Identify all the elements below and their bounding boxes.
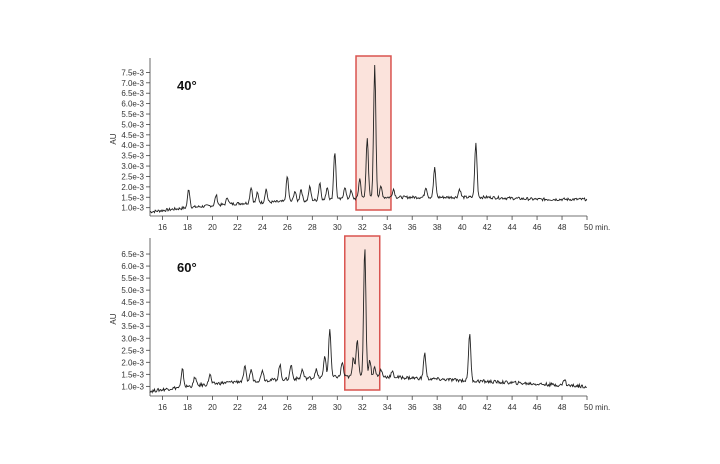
chart-panel-60: 1.0e-3 1.5e-3 2.0e-3 2.5e-3 3.0e-3 3.5e-3 4.0e… <box>109 235 610 412</box>
y-axis-title: AU <box>109 313 118 324</box>
y-tick-label: 6.5e-3 <box>121 89 144 98</box>
x-tick-label: 26 <box>283 403 292 412</box>
x-tick-label: 16 <box>158 403 167 412</box>
x-tick-label: 22 <box>233 403 242 412</box>
x-tick-label: 42 <box>483 403 492 412</box>
y-tick-label: 1.0e-3 <box>121 204 144 213</box>
y-axis-title: AU <box>109 133 118 144</box>
x-tick-label: 38 <box>433 223 442 232</box>
x-tick-label: 48 <box>558 403 567 412</box>
x-tick-label: 46 <box>533 223 542 232</box>
y-tick-label: 2.5e-3 <box>121 346 144 355</box>
x-tick-label: 18 <box>183 223 192 232</box>
chart-panel-40: 1.0e-3 1.5e-32.0e-3 2.5e-33.0e-33.5e-3 4.0e… <box>109 55 610 232</box>
x-tick-label: 28 <box>308 223 317 232</box>
x-tick-label: 34 <box>383 223 392 232</box>
y-tick-label: 3.0e-3 <box>121 334 144 343</box>
x-tick-label: 48 <box>558 223 567 232</box>
x-tick-label: 40 <box>458 403 467 412</box>
x-tick-label: 40 <box>458 223 467 232</box>
x-tick-label: 30 <box>333 223 342 232</box>
x-tick-label: 34 <box>383 403 392 412</box>
x-tick-label: 50 min. <box>584 223 610 232</box>
y-tick-label: 4.5e-3 <box>121 131 144 140</box>
x-tick-label: 32 <box>358 403 367 412</box>
y-tick-label: 3.5e-3 <box>121 322 144 331</box>
x-tick-label: 44 <box>508 403 517 412</box>
x-tick-label: 26 <box>283 223 292 232</box>
y-tick-label: 5.5e-3 <box>121 110 144 119</box>
y-tick-label: 1.5e-3 <box>121 193 144 202</box>
x-tick-label: 24 <box>258 223 267 232</box>
x-tick-label: 20 <box>208 223 217 232</box>
x-tick-label: 24 <box>258 403 267 412</box>
y-tick-label: 5.0e-3 <box>121 286 144 295</box>
y-tick-label: 4.0e-3 <box>121 141 144 150</box>
y-tick-label: 5.5e-3 <box>121 274 144 283</box>
panel-label: 40° <box>177 78 197 93</box>
x-tick-label: 44 <box>508 223 517 232</box>
y-tick-label: 1.5e-3 <box>121 370 144 379</box>
x-tick-label: 22 <box>233 223 242 232</box>
y-tick-label: 4.0e-3 <box>121 310 144 319</box>
chromatogram-trace <box>149 249 587 394</box>
y-tick-label: 1.0e-3 <box>121 382 144 391</box>
x-tick-label: 30 <box>333 403 342 412</box>
y-tick-label: 4.5e-3 <box>121 298 144 307</box>
y-tick-label: 2.0e-3 <box>121 358 144 367</box>
x-tick-label: 28 <box>308 403 317 412</box>
y-tick-label: 5.0e-3 <box>121 120 144 129</box>
y-tick-label: 7.5e-3 <box>121 68 144 77</box>
y-tick-label: 2.5e-3 <box>121 172 144 181</box>
y-tick-label: 3.0e-3 <box>121 162 144 171</box>
chromatogram-trace <box>149 64 588 214</box>
y-tick-label: 3.5e-3 <box>121 152 144 161</box>
y-tick-label: 6.5e-3 <box>121 250 144 259</box>
x-tick-label: 18 <box>183 403 192 412</box>
x-tick-label: 20 <box>208 403 217 412</box>
y-tick-label: 2.0e-3 <box>121 183 144 192</box>
x-tick-label: 46 <box>533 403 542 412</box>
x-tick-label: 36 <box>408 403 417 412</box>
panel-label: 60° <box>177 260 197 275</box>
y-tick-label: 6.0e-3 <box>121 262 144 271</box>
x-tick-label: 42 <box>483 223 492 232</box>
x-tick-label: 38 <box>433 403 442 412</box>
x-tick-label: 32 <box>358 223 367 232</box>
y-tick-label: 7.0e-3 <box>121 79 144 88</box>
x-tick-label: 36 <box>408 223 417 232</box>
y-tick-label: 6.0e-3 <box>121 100 144 109</box>
x-tick-label: 16 <box>158 223 167 232</box>
x-tick-label: 50 min. <box>584 403 610 412</box>
